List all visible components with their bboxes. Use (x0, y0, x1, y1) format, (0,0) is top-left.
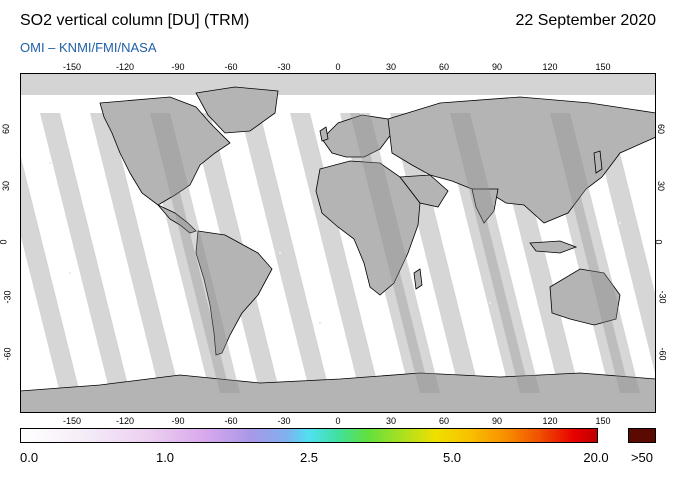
land-masses (20, 86, 656, 413)
india (471, 188, 499, 224)
lon-tick-bottom: 120 (542, 416, 558, 426)
asia (387, 96, 656, 224)
lon-tick-top: 150 (595, 62, 611, 72)
europe (321, 114, 393, 158)
colorbar-overflow-label: >50 (630, 450, 654, 465)
lon-tick-bottom: 90 (491, 416, 503, 426)
colorbar-label: 2.5 (299, 450, 319, 465)
lon-tick-bottom: -120 (115, 416, 135, 426)
orbit-gaps (20, 113, 656, 393)
arabia (399, 174, 449, 208)
lon-tick-top: 30 (385, 62, 397, 72)
colorbar-label: 20.0 (583, 450, 609, 465)
lat-tick-left: 60 (1, 123, 12, 135)
lon-tick-top: 60 (438, 62, 450, 72)
colorbar-overflow-swatch (628, 428, 656, 443)
map-date: 22 September 2020 (515, 12, 656, 29)
lon-tick-top: -30 (277, 62, 291, 72)
lon-tick-bottom: -30 (277, 416, 291, 426)
lat-tick-left: 0 (0, 239, 9, 244)
lon-tick-top: -60 (224, 62, 238, 72)
lon-tick-top: 120 (542, 62, 558, 72)
arctic-no-data (20, 73, 656, 95)
lon-tick-top: -90 (171, 62, 185, 72)
world-map-svg (20, 73, 656, 413)
colorbar-label: 5.0 (442, 450, 462, 465)
uk (319, 126, 329, 142)
madagascar (413, 268, 423, 290)
africa (315, 160, 421, 296)
south-america (195, 230, 273, 356)
north-america (99, 96, 231, 206)
antarctica (20, 372, 656, 413)
colorbar-label: 0.0 (20, 450, 39, 465)
world-map (20, 73, 656, 413)
low-so2-noise (48, 161, 622, 325)
data-source-credit: OMI – KNMI/FMI/NASA (20, 40, 157, 55)
lon-tick-top: -120 (115, 62, 135, 72)
colorbar-label: 1.0 (155, 450, 175, 465)
lat-tick-left: 30 (1, 180, 12, 192)
colorbar (20, 428, 598, 443)
lon-tick-top: 90 (491, 62, 503, 72)
lon-tick-bottom: 0 (335, 416, 341, 426)
lat-tick-right: 30 (656, 180, 667, 192)
land-orbit-shading (150, 113, 640, 393)
lon-tick-bottom: -90 (171, 416, 185, 426)
lat-tick-left: -30 (2, 290, 13, 304)
lon-tick-bottom: 60 (438, 416, 450, 426)
japan (593, 150, 603, 174)
lat-tick-right: -60 (657, 347, 668, 361)
lat-tick-right: 60 (656, 123, 667, 135)
lon-tick-bottom: 30 (385, 416, 397, 426)
lon-tick-bottom: -150 (62, 416, 82, 426)
lon-tick-bottom: 150 (595, 416, 611, 426)
lon-tick-bottom: -60 (224, 416, 238, 426)
lon-tick-top: -150 (62, 62, 82, 72)
lon-tick-top: 0 (335, 62, 341, 72)
lat-tick-left: -60 (2, 347, 13, 361)
lat-tick-right: -30 (657, 290, 668, 304)
indonesia (529, 240, 578, 254)
greenland (195, 86, 279, 134)
central-america (157, 204, 197, 234)
map-border (20, 73, 656, 413)
map-title: SO2 vertical column [DU] (TRM) (20, 12, 250, 29)
australia (549, 268, 621, 326)
